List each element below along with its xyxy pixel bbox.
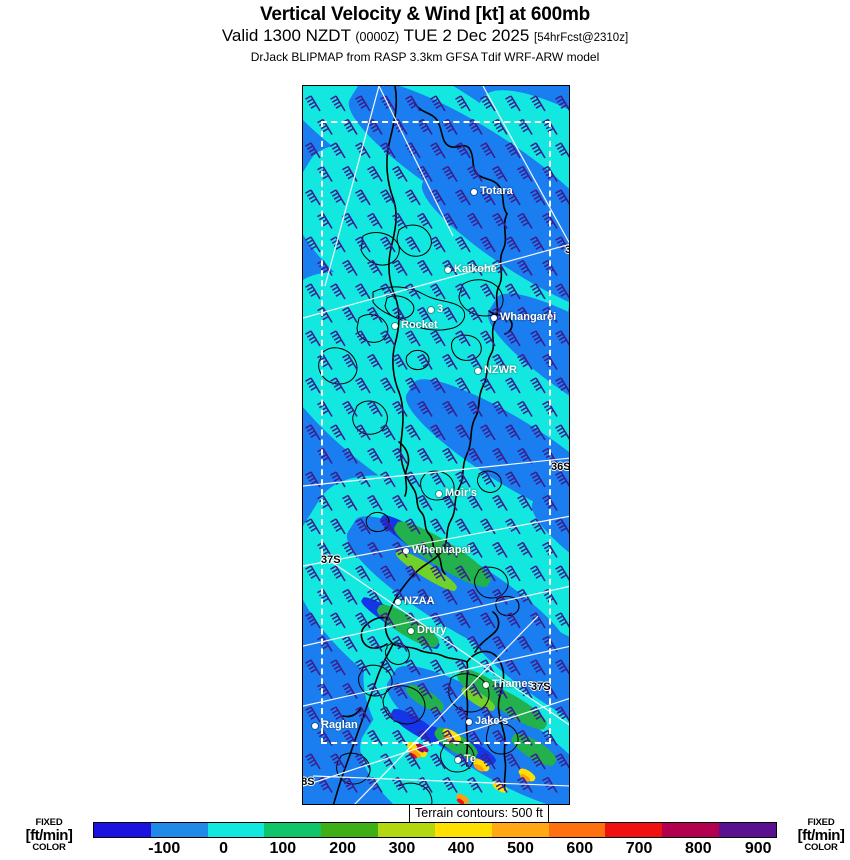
city-marker-moir-s: Moir's [436, 488, 477, 499]
colorbar-segment-11 [719, 823, 776, 837]
city-marker-te: Te [455, 754, 476, 765]
colorbar-tick--100: -100 [148, 840, 181, 857]
graticule-label-37S-4: 37S [321, 554, 341, 566]
city-dot [466, 718, 472, 725]
validity-line: Valid 1300 NZDT (0000Z) TUE 2 Dec 2025 [… [0, 26, 850, 48]
colorbar-tick-500: 500 [507, 840, 534, 857]
city-marker-nzwr: NZWR [475, 365, 517, 376]
forecast-domain-box [321, 121, 551, 744]
colorbar-segment-7 [491, 823, 549, 837]
colorbar-segment-9 [605, 823, 663, 837]
graticule-label-36S-3: 36S [551, 461, 569, 473]
colorbar-segment-6 [434, 823, 492, 837]
colorbar-tick-400: 400 [447, 840, 475, 857]
colorbar-segment-3 [264, 823, 322, 837]
city-label: Rocket [401, 319, 438, 331]
graticule-label-37S-5: 37S [531, 681, 551, 693]
city-marker-thames: Thames [483, 679, 534, 690]
city-label: NZWR [484, 364, 517, 376]
colorbar-tick-100: 100 [269, 840, 297, 857]
city-marker-3: 3 [428, 304, 443, 315]
model-credit: DrJack BLIPMAP from RASP 3.3km GFSA Tdif… [250, 50, 600, 64]
city-label: Drury [417, 624, 447, 636]
city-dot [428, 306, 434, 313]
graticule-label-35S-1: 35S [565, 244, 569, 256]
city-marker-whangarei: Whangarei [491, 312, 556, 323]
city-label: 3 [437, 303, 444, 315]
page-title: Vertical Velocity & Wind [kt] at 600mb [259, 4, 591, 25]
valid-z-time: (0000Z) [355, 30, 400, 44]
city-dot [483, 681, 489, 688]
colorbar-caption-top: FIXED [35, 817, 63, 828]
city-marker-nzaa: NZAA [395, 596, 435, 607]
colorbar-caption-bottom-right: COLOR [804, 842, 838, 853]
valid-date: TUE 2 Dec 2025 [403, 26, 530, 45]
city-marker-drury: Drury [408, 625, 446, 636]
colorbar-left-caption: FIXED [ft/min] COLOR [10, 818, 88, 853]
city-dot [455, 756, 461, 763]
colorbar-segment-2 [207, 823, 265, 837]
colorbar-caption-bottom: COLOR [32, 842, 66, 853]
city-label: Whangarei [500, 311, 557, 323]
colorbar-units-right: [ft/min] [797, 827, 845, 844]
city-label: NZAA [404, 595, 435, 607]
city-dot [395, 598, 401, 605]
colorbar-units-left: [ft/min] [25, 827, 73, 844]
colorbar-segment-8 [548, 823, 606, 837]
colorbar-tick-300: 300 [388, 840, 416, 857]
city-dot [491, 314, 497, 321]
forecast-tag: [54hrFcst@2310z] [534, 32, 629, 44]
map-raster: 173E35S36S36S37S37S38S TotaraKaikohe3Roc… [303, 86, 569, 804]
city-label: Kaikohe [454, 263, 497, 275]
colorbar-tick-600: 600 [566, 840, 594, 857]
graticule-label-38S-6: 38S [303, 776, 315, 788]
city-dot [312, 722, 318, 729]
colorbar: FIXED [ft/min] COLOR -100 0 100 200 300 400 50… [0, 818, 850, 860]
colorbar-tick-labels: -100 0 100 200 300 400 500 600 700 800 900 [93, 840, 777, 860]
city-label: Totara [480, 185, 513, 197]
city-dot [408, 627, 414, 634]
colorbar-segment-10 [662, 823, 720, 837]
colorbar-segment-5 [378, 823, 435, 837]
city-label: Whenuapai [412, 544, 471, 556]
city-label: Thames [492, 678, 534, 690]
colorbar-segment-0 [94, 823, 151, 837]
forecast-map[interactable]: 173E35S36S36S37S37S38S TotaraKaikohe3Roc… [302, 85, 570, 805]
colorbar-tick-900: 900 [744, 840, 772, 857]
city-label: Te [464, 753, 477, 765]
city-dot [475, 367, 481, 374]
city-marker-jake-s: Jake's [466, 716, 508, 727]
city-marker-totara: Totara [471, 186, 513, 197]
city-dot [436, 490, 442, 497]
city-label: Moir's [445, 487, 477, 499]
city-dot [403, 547, 409, 554]
city-marker-rocket: Rocket [392, 320, 438, 331]
city-marker-kaikohe: Kaikohe [445, 264, 497, 275]
colorbar-gradient[interactable] [93, 822, 777, 838]
colorbar-tick-800: 800 [684, 840, 712, 857]
colorbar-tick-200: 200 [329, 840, 357, 857]
city-label: Raglan [321, 719, 358, 731]
colorbar-segment-1 [150, 823, 208, 837]
colorbar-tick-0: 0 [219, 840, 228, 857]
city-dot [392, 322, 398, 329]
city-marker-whenuapai: Whenuapai [403, 545, 471, 556]
city-label: Jake's [475, 715, 509, 727]
valid-prefix: Valid 1300 NZDT [221, 26, 351, 45]
header: Vertical Velocity & Wind [kt] at 600mb V… [0, 0, 850, 65]
city-dot [445, 266, 451, 273]
colorbar-tick-700: 700 [625, 840, 653, 857]
colorbar-segment-4 [321, 823, 379, 837]
city-dot [471, 188, 477, 195]
city-marker-raglan: Raglan [312, 720, 358, 731]
colorbar-right-caption: FIXED [ft/min] COLOR [785, 818, 850, 853]
colorbar-caption-top-right: FIXED [807, 817, 835, 828]
